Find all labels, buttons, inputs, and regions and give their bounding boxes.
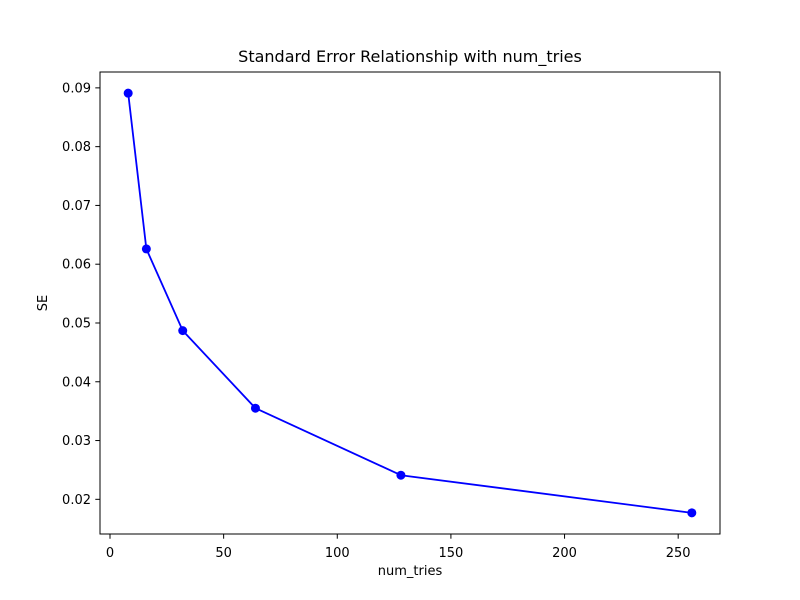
y-tick-label: 0.04: [62, 375, 91, 390]
x-tick-label: 150: [438, 546, 463, 561]
chart-title: Standard Error Relationship with num_tri…: [238, 47, 582, 67]
x-tick-label: 100: [325, 546, 350, 561]
x-tick-label: 200: [552, 546, 577, 561]
se-line: [127, 93, 692, 514]
y-tick-label: 0.08: [62, 140, 91, 155]
x-tick-label: 0: [106, 546, 114, 561]
data-point-marker: [123, 88, 133, 98]
y-tick-label: 0.02: [62, 493, 91, 508]
x-tick-label: 50: [215, 546, 232, 561]
data-point-marker: [687, 508, 697, 518]
plot-area: 0 50 100 150 200 250 0.02 0.03 0.04 0.05 0.06 0.07 0…: [62, 71, 721, 561]
x-axis-label: num_tries: [378, 564, 443, 579]
data-point-marker: [396, 470, 406, 480]
y-tick-label: 0.07: [62, 199, 91, 214]
y-tick-label: 0.06: [62, 258, 91, 273]
data-point-marker: [250, 403, 260, 413]
y-tick-label: 0.05: [62, 316, 91, 331]
x-tick-label: 250: [666, 546, 691, 561]
plot-border: [99, 71, 721, 535]
data-point-marker: [178, 326, 188, 336]
y-axis-label: SE: [36, 295, 51, 311]
y-tick-label: 0.03: [62, 434, 91, 449]
axes-background: [100, 72, 720, 534]
data-point-marker: [141, 244, 151, 254]
y-tick-label: 0.09: [62, 81, 91, 96]
